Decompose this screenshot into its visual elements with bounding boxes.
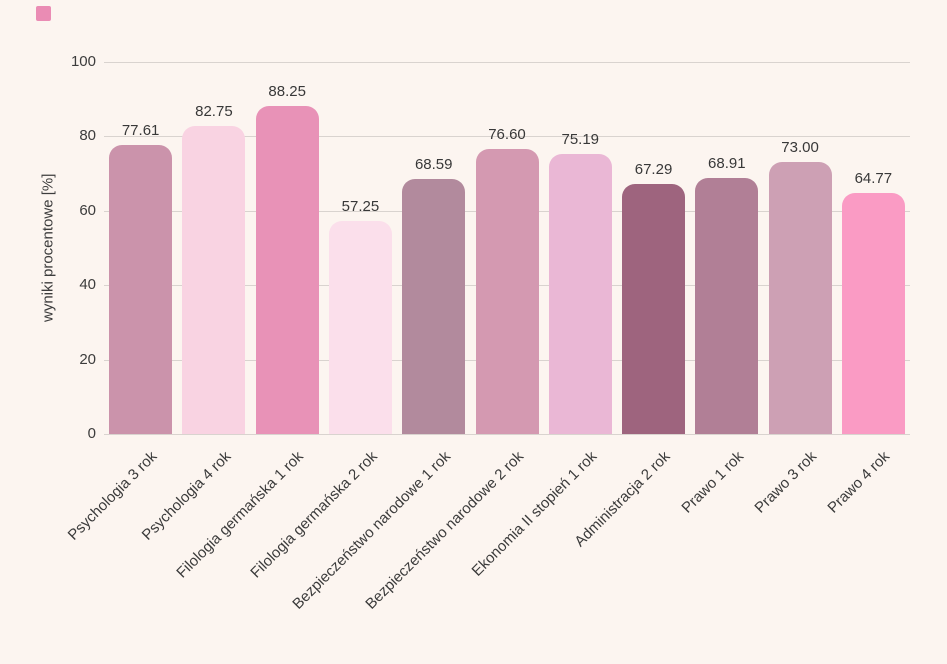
bar[interactable] [695,177,759,434]
y-axis-tick-label: 60 [79,201,96,219]
gridline-y-100 [104,62,910,63]
brand-logo-square[interactable] [36,6,51,21]
bar[interactable] [768,162,832,434]
x-axis-label: Ekonomia II stopień 1 rok [468,448,601,580]
bar[interactable] [622,183,686,434]
bar-value-label: 77.61 [121,122,160,140]
y-axis-tick-label: 80 [79,127,96,145]
bar[interactable] [475,149,539,434]
y-axis-title: wyniki procentowe [%] [39,173,57,323]
bar-value-label: 82.75 [195,103,233,121]
bar-value-label: 68.59 [414,155,453,173]
x-axis-label: Prawo 1 rok [678,448,747,517]
bar-value-label: 67.29 [634,160,673,178]
bar-value-label: 68.91 [708,154,746,172]
gridline-y-0 [104,434,910,435]
bar[interactable] [328,221,392,434]
x-axis-label: Bezpieczeństwo narodowe 1 rok [289,448,454,613]
bar-value-label: 73.00 [781,139,819,157]
y-axis-tick-label: 40 [79,276,96,294]
y-axis-tick-label: 20 [79,350,96,368]
bar-value-label: 75.19 [561,131,600,149]
bar-value-label: 76.60 [488,126,526,144]
x-axis-label: Filologia germańska 1 rok [173,448,308,582]
x-axis-label: Bezpieczeństwo narodowe 2 rok [362,448,528,613]
bar-value-label: 64.77 [854,170,893,188]
bar[interactable] [548,154,612,434]
bar[interactable] [109,145,173,434]
x-axis-label: Filologia germańska 2 rok [247,448,381,582]
bar[interactable] [841,193,905,434]
bar[interactable] [182,126,246,434]
x-axis-label: Prawo 3 rok [751,448,821,517]
y-axis-tick-label: 100 [70,53,96,70]
bar-value-label: 88.25 [268,82,306,100]
bar[interactable] [255,105,319,434]
x-axis-label: Prawo 4 rok [824,448,894,517]
bar-value-label: 57.25 [341,198,380,216]
bar[interactable] [402,178,466,434]
y-axis-tick-label: 0 [87,425,96,442]
